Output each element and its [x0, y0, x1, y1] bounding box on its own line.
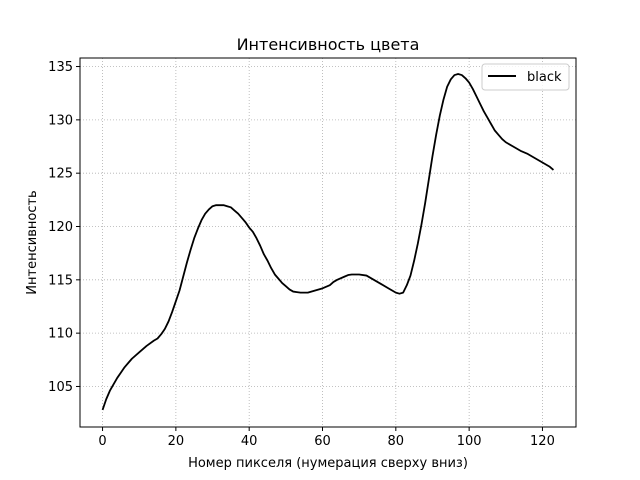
y-tick-label: 120 — [48, 220, 73, 235]
y-tick-label: 125 — [48, 167, 73, 182]
y-tick-label: 135 — [48, 60, 73, 75]
x-tick-label: 40 — [241, 434, 258, 449]
x-tick-label: 60 — [314, 434, 331, 449]
y-tick-label: 115 — [48, 273, 73, 288]
y-tick-label: 130 — [48, 113, 73, 128]
plot-frame — [79, 57, 577, 428]
legend-label-black: black — [527, 70, 562, 85]
x-tick-label: 100 — [457, 434, 482, 449]
x-axis-label: Номер пикселя (нумерация сверху вниз) — [188, 456, 468, 471]
legend-box — [481, 63, 570, 91]
x-tick-label: 120 — [530, 434, 555, 449]
y-tick-label: 105 — [48, 380, 73, 395]
x-tick-label: 20 — [168, 434, 185, 449]
series-lines — [101, 73, 555, 411]
series-line-black — [101, 73, 555, 411]
x-tick-label: 80 — [388, 434, 405, 449]
chart-title: Интенсивность цвета — [237, 35, 420, 54]
x-tick-label: 0 — [98, 434, 106, 449]
y-axis-label: Интенсивность — [25, 190, 40, 294]
axis-ticks: 0 20 40 60 80 100 120 105 110 115 120 125 130 135 — [48, 60, 555, 449]
legend: black — [481, 63, 570, 91]
y-tick-label: 110 — [48, 327, 73, 342]
